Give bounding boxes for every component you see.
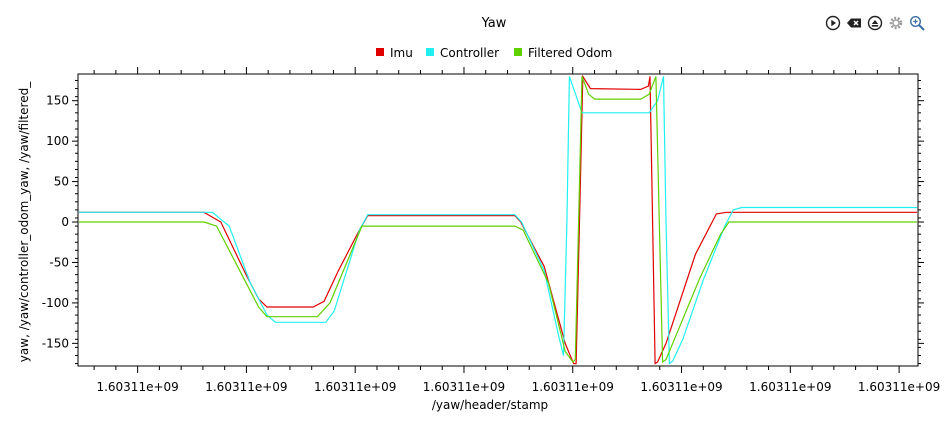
y-axis-label: yaw, /yaw/controller_odom_yaw, /yaw/filt… bbox=[17, 81, 31, 362]
y-tick-label: 50 bbox=[54, 175, 69, 189]
legend-swatch bbox=[514, 48, 522, 56]
clear-icon[interactable] bbox=[845, 14, 862, 31]
zoom-icon[interactable] bbox=[908, 14, 925, 31]
legend-label: Filtered Odom bbox=[528, 46, 612, 60]
x-tick-label: 1.60311e+09 bbox=[96, 380, 178, 394]
y-tick-label: 0 bbox=[61, 215, 69, 229]
play-icon[interactable] bbox=[824, 14, 841, 31]
x-tick-label: 1.60311e+09 bbox=[532, 380, 614, 394]
x-tick-label: 1.60311e+09 bbox=[314, 380, 396, 394]
y-tick-label: 150 bbox=[46, 94, 69, 108]
x-tick-label: 1.60311e+09 bbox=[749, 380, 831, 394]
legend-label: Imu bbox=[390, 46, 413, 60]
plot-frame bbox=[77, 73, 919, 367]
y-tick-label: 100 bbox=[46, 134, 69, 148]
y-axis: 150 100 50 0 -50 -100 -150 bbox=[42, 79, 924, 365]
y-tick-label: -150 bbox=[42, 336, 69, 350]
y-tick-label: -100 bbox=[42, 296, 69, 310]
x-tick-label: 1.60311e+09 bbox=[423, 380, 505, 394]
legend: Imu Controller Filtered Odom bbox=[376, 46, 612, 60]
plot-toolbar bbox=[824, 14, 925, 31]
legend-swatch bbox=[426, 48, 434, 56]
series-layer bbox=[79, 75, 917, 365]
x-tick-label: 1.60311e+09 bbox=[858, 380, 940, 394]
settings-icon[interactable] bbox=[887, 14, 904, 31]
x-axis-label: /yaw/header/stamp bbox=[432, 398, 548, 412]
x-tick-label: 1.60311e+09 bbox=[205, 380, 287, 394]
series-line-filtered-odom bbox=[79, 76, 917, 364]
chart-title: Yaw bbox=[481, 16, 507, 31]
x-tick-label: 1.60311e+09 bbox=[640, 380, 722, 394]
y-tick-label: -50 bbox=[49, 255, 69, 269]
series-line-controller bbox=[79, 76, 917, 365]
series-line-imu bbox=[79, 75, 917, 365]
eject-icon[interactable] bbox=[866, 14, 883, 31]
legend-swatch bbox=[376, 48, 384, 56]
legend-label: Controller bbox=[440, 46, 499, 60]
x-axis: 1.60311e+09 1.60311e+09 1.60311e+09 1.60311… bbox=[93, 67, 940, 394]
